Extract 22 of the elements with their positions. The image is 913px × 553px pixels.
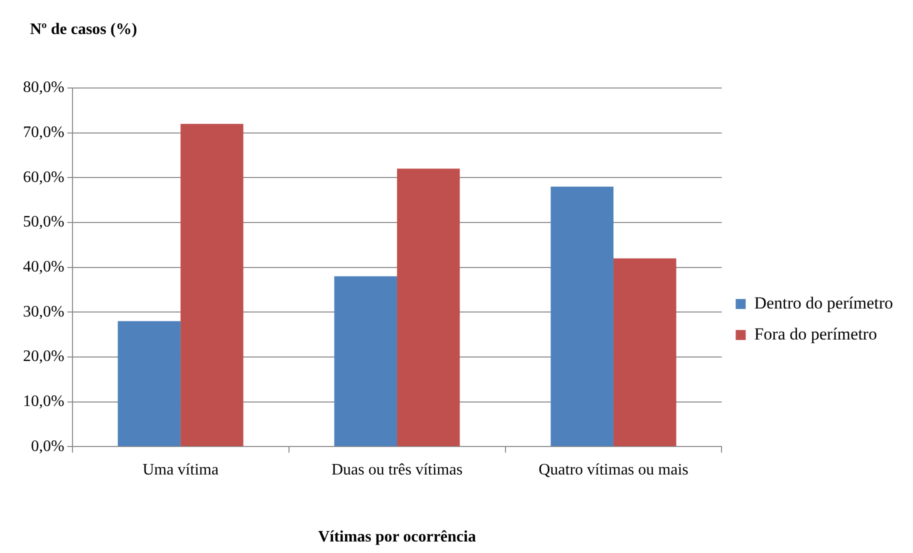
y-tick-label: 50,0% — [23, 214, 64, 231]
y-tick-label: 10,0% — [23, 392, 64, 410]
y-tick-label: 0,0% — [31, 438, 64, 455]
legend-label: Fora do perímetro — [754, 324, 877, 344]
bar — [550, 186, 614, 446]
x-tick-label: Uma vítima — [142, 461, 219, 478]
y-tick-label: 80,0% — [23, 79, 64, 96]
y-tick-label: 70,0% — [23, 124, 64, 142]
bar — [118, 321, 181, 446]
legend-label: Dentro do perímetro — [754, 293, 894, 312]
bar — [613, 258, 676, 446]
y-axis-title: Nº de casos (%) — [30, 21, 138, 38]
x-tick-label: Quatro vítimas ou mais — [538, 461, 688, 478]
x-tick-label: Duas ou três vítimas — [331, 461, 463, 478]
bar — [334, 276, 398, 446]
bar — [397, 168, 460, 446]
y-tick-label: 30,0% — [23, 303, 64, 320]
y-tick-label: 40,0% — [23, 258, 64, 276]
bar — [180, 124, 244, 446]
y-tick-label: 20,0% — [23, 348, 64, 366]
y-tick-label: 60,0% — [23, 168, 64, 186]
x-axis-title: Vítimas por ocorrência — [318, 528, 476, 546]
